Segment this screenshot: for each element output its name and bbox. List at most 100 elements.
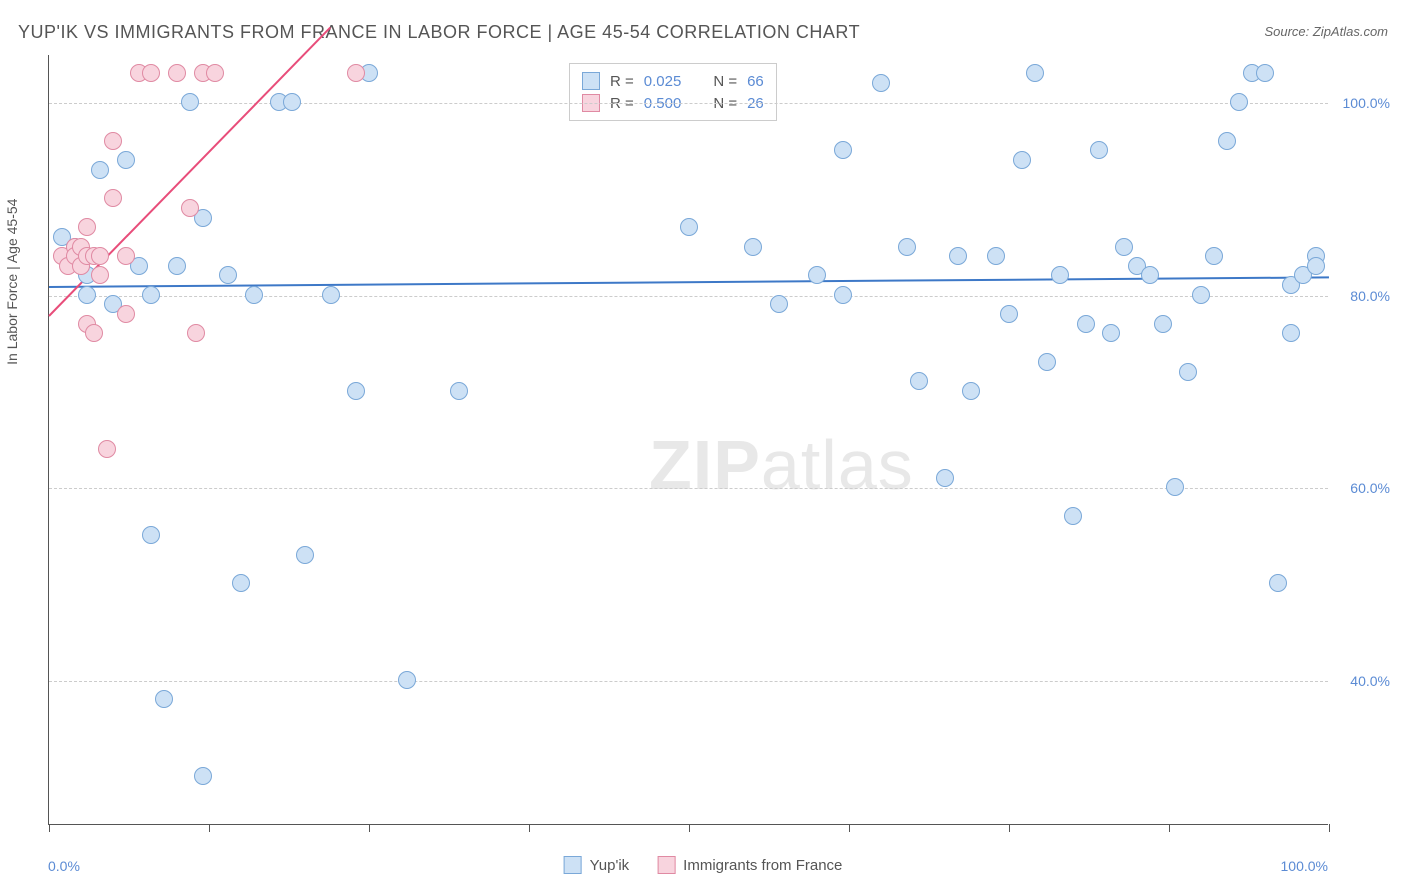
data-point xyxy=(936,469,954,487)
stat-legend-row: R = 0.025 N = 66 xyxy=(582,70,764,92)
y-tick-label: 60.0% xyxy=(1335,480,1390,496)
data-point xyxy=(78,286,96,304)
data-point xyxy=(168,64,186,82)
data-point xyxy=(347,64,365,82)
data-point xyxy=(322,286,340,304)
x-axis-max-label: 100.0% xyxy=(1281,858,1328,874)
stat-legend: R =0.025N =66R =0.500N =26 xyxy=(569,63,777,121)
data-point xyxy=(872,74,890,92)
data-point xyxy=(98,440,116,458)
stat-n-value: 66 xyxy=(747,73,764,90)
gridline-h xyxy=(49,488,1328,489)
data-point xyxy=(142,286,160,304)
plot-area: ZIPatlas R =0.025N =66R =0.500N =26 40.0… xyxy=(48,55,1328,825)
x-tick xyxy=(529,824,530,832)
legend-label: Yup'ik xyxy=(590,857,630,874)
x-axis-min-label: 0.0% xyxy=(48,858,80,874)
data-point xyxy=(1000,305,1018,323)
x-tick xyxy=(1009,824,1010,832)
data-point xyxy=(1256,64,1274,82)
data-point xyxy=(104,132,122,150)
data-point xyxy=(142,64,160,82)
data-point xyxy=(834,141,852,159)
data-point xyxy=(398,671,416,689)
chart-title: YUP'IK VS IMMIGRANTS FROM FRANCE IN LABO… xyxy=(18,22,860,43)
data-point xyxy=(194,767,212,785)
source-label: Source: ZipAtlas.com xyxy=(1264,24,1388,39)
data-point xyxy=(1179,363,1197,381)
data-point xyxy=(1230,93,1248,111)
data-point xyxy=(834,286,852,304)
data-point xyxy=(910,372,928,390)
x-tick xyxy=(1329,824,1330,832)
data-point xyxy=(1102,324,1120,342)
regression-line xyxy=(49,276,1329,288)
data-point xyxy=(85,324,103,342)
stat-r-label: R = xyxy=(610,73,634,90)
data-point xyxy=(1090,141,1108,159)
legend-swatch xyxy=(582,72,600,90)
data-point xyxy=(232,574,250,592)
y-axis-title: In Labor Force | Age 45-54 xyxy=(4,199,20,365)
data-point xyxy=(450,382,468,400)
legend-label: Immigrants from France xyxy=(683,857,842,874)
data-point xyxy=(78,218,96,236)
data-point xyxy=(1218,132,1236,150)
gridline-h xyxy=(49,103,1328,104)
data-point xyxy=(898,238,916,256)
legend-item: Yup'ik xyxy=(564,856,630,874)
bottom-legend: Yup'ik Immigrants from France xyxy=(564,856,843,874)
data-point xyxy=(1038,353,1056,371)
stat-r-value: 0.025 xyxy=(644,73,682,90)
data-point xyxy=(1051,266,1069,284)
data-point xyxy=(1077,315,1095,333)
data-point xyxy=(1205,247,1223,265)
data-point xyxy=(155,690,173,708)
data-point xyxy=(1141,266,1159,284)
data-point xyxy=(117,305,135,323)
data-point xyxy=(296,546,314,564)
stat-n-label: N = xyxy=(713,73,737,90)
data-point xyxy=(1192,286,1210,304)
x-tick xyxy=(849,824,850,832)
x-tick xyxy=(209,824,210,832)
gridline-h xyxy=(49,681,1328,682)
data-point xyxy=(744,238,762,256)
data-point xyxy=(1013,151,1031,169)
x-tick xyxy=(1169,824,1170,832)
data-point xyxy=(91,161,109,179)
data-point xyxy=(1307,257,1325,275)
gridline-h xyxy=(49,296,1328,297)
x-tick xyxy=(689,824,690,832)
data-point xyxy=(1115,238,1133,256)
data-point xyxy=(1166,478,1184,496)
data-point xyxy=(142,526,160,544)
data-point xyxy=(219,266,237,284)
data-point xyxy=(187,324,205,342)
data-point xyxy=(680,218,698,236)
data-point xyxy=(347,382,365,400)
data-point xyxy=(949,247,967,265)
data-point xyxy=(987,247,1005,265)
data-point xyxy=(808,266,826,284)
data-point xyxy=(206,64,224,82)
y-tick-label: 100.0% xyxy=(1335,95,1390,111)
data-point xyxy=(1154,315,1172,333)
y-tick-label: 40.0% xyxy=(1335,673,1390,689)
data-point xyxy=(91,266,109,284)
data-point xyxy=(1026,64,1044,82)
data-point xyxy=(1064,507,1082,525)
legend-item: Immigrants from France xyxy=(657,856,842,874)
data-point xyxy=(91,247,109,265)
data-point xyxy=(117,151,135,169)
data-point xyxy=(770,295,788,313)
data-point xyxy=(168,257,186,275)
data-point xyxy=(962,382,980,400)
legend-swatch xyxy=(657,856,675,874)
watermark: ZIPatlas xyxy=(649,425,914,505)
data-point xyxy=(283,93,301,111)
x-tick xyxy=(369,824,370,832)
data-point xyxy=(181,199,199,217)
data-point xyxy=(117,247,135,265)
data-point xyxy=(245,286,263,304)
